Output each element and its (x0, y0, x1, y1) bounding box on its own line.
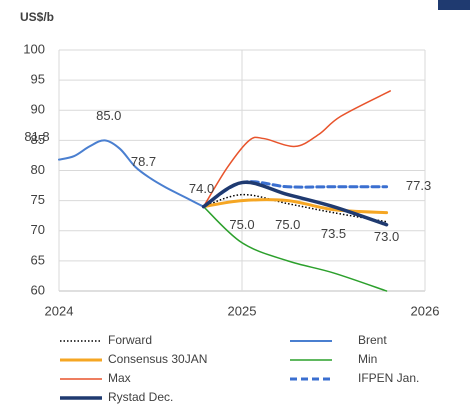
x-tick-label: 2026 (411, 303, 440, 318)
lines (58, 90, 391, 292)
series-line (202, 90, 391, 208)
y-tick-label: 65 (31, 252, 45, 267)
legend-label: Consensus 30JAN (108, 352, 207, 366)
series-line (202, 198, 389, 215)
y-tick-label: 85 (31, 132, 45, 147)
series-line (202, 205, 388, 292)
y-tick-label: 60 (31, 282, 45, 297)
y-tick-label: 80 (31, 162, 45, 177)
data-label: 75.0 (229, 217, 254, 232)
legend-label: Rystad Dec. (108, 390, 173, 404)
legend-label: IFPEN Jan. (358, 371, 419, 385)
series-line (202, 180, 389, 209)
y-tick-label: 75 (31, 192, 45, 207)
data-label: 77.3 (406, 178, 431, 193)
series-line (58, 139, 205, 208)
grid: 60 65 70 75 80 85 90 95 100 2024 2025 2026 (23, 41, 439, 318)
series-line (201, 180, 389, 227)
data-label: 74.0 (189, 181, 214, 196)
data-label: 78.7 (131, 154, 156, 169)
legend-label: Min (358, 352, 377, 366)
legend-label: Brent (358, 333, 387, 347)
y-tick-label: 100 (23, 41, 45, 56)
x-tick-label: 2025 (228, 303, 257, 318)
y-tick-label: 70 (31, 222, 45, 237)
data-label: 81.8 (24, 129, 49, 144)
data-label: 73.5 (321, 226, 346, 241)
data-label: 75.0 (275, 217, 300, 232)
data-label: 73.0 (374, 229, 399, 244)
x-tick-label: 2024 (45, 303, 74, 318)
series-line (203, 193, 387, 223)
labels: 81.8 85.0 78.7 74.0 75.0 75.0 73.5 73.0 77.3 (24, 108, 431, 244)
legend-label: Max (108, 371, 131, 385)
corner-tab (438, 0, 470, 10)
data-label: 85.0 (96, 108, 121, 123)
legend-label: Forward (108, 333, 152, 347)
chart-title: US$/b (20, 10, 54, 24)
y-tick-label: 95 (31, 72, 45, 87)
legend: Forward Brent Consensus 30JAN Min Max IFPEN J… (60, 333, 419, 404)
y-tick-label: 90 (31, 102, 45, 117)
